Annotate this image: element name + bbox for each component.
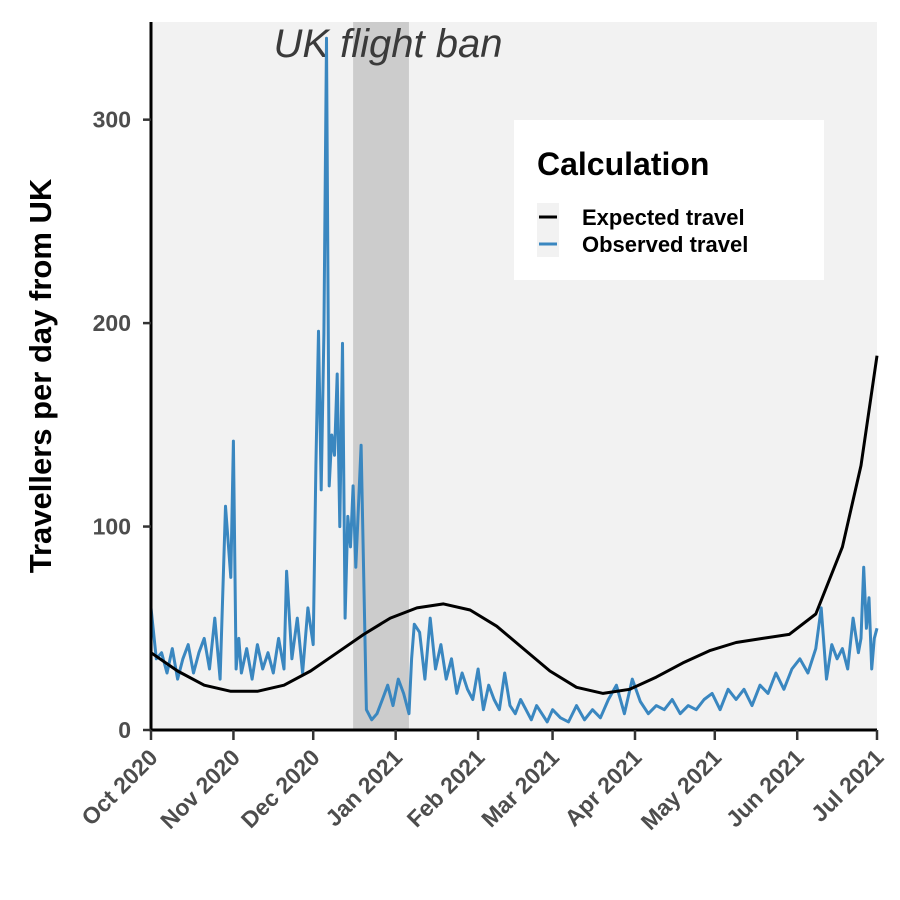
x-tick-label: Feb 2021 — [402, 744, 490, 832]
x-tick-label: Dec 2020 — [236, 744, 325, 833]
y-tick-label: 300 — [93, 107, 131, 133]
x-tick-label: Mar 2021 — [476, 744, 564, 832]
series-line-expected-travel — [150, 355, 879, 695]
y-axis-title: Travellers per day from UK — [23, 178, 58, 573]
legend-label: Observed travel — [582, 232, 748, 257]
x-tick-label: Apr 2021 — [559, 744, 646, 831]
series-group — [149, 36, 879, 724]
series-line-observed-travel — [149, 36, 879, 724]
x-tick-label: Jul 2021 — [806, 744, 889, 827]
flight-ban-annotation: UK flight ban — [273, 22, 502, 66]
legend-title: Calculation — [537, 146, 709, 182]
legend-background — [514, 120, 824, 280]
x-tick-label: Nov 2020 — [155, 744, 245, 834]
y-tick-label: 200 — [93, 310, 131, 336]
y-tick-label: 0 — [118, 717, 131, 743]
y-axis: 0 100 200 300 — [93, 107, 151, 743]
y-tick-label: 100 — [93, 514, 131, 540]
flight-ban-band — [353, 22, 409, 730]
x-tick-label: May 2021 — [636, 744, 727, 835]
x-tick-label: Jun 2021 — [721, 744, 809, 832]
legend-label: Expected travel — [582, 205, 745, 230]
x-tick-label: Jan 2021 — [320, 744, 407, 831]
x-tick-label: Oct 2020 — [76, 744, 162, 830]
